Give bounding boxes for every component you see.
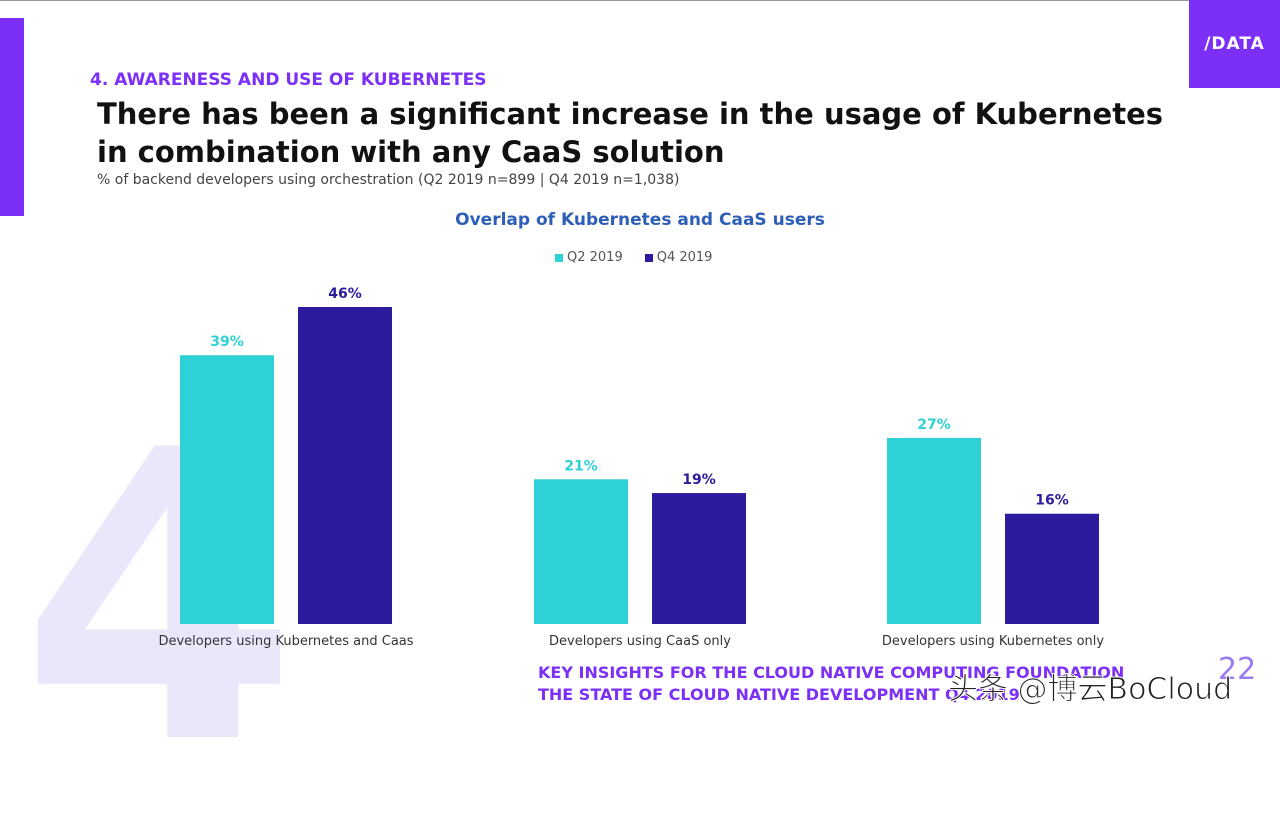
logo: /DATA <box>1189 0 1280 88</box>
accent-bar <box>0 18 24 216</box>
bar-q2-1 <box>534 479 628 624</box>
category-label-2: Developers using Kubernetes only <box>882 634 1105 649</box>
category-label-1: Developers using CaaS only <box>549 634 731 649</box>
footer: KEY INSIGHTS FOR THE CLOUD NATIVE COMPUT… <box>538 662 1124 706</box>
page-number: 22 <box>1218 652 1257 687</box>
legend-item-q4: Q4 2019 <box>644 250 713 265</box>
data-label-q4-0: 46% <box>328 286 362 302</box>
bar-q2-0 <box>180 355 274 624</box>
chart-legend: Q2 2019 Q4 2019 <box>555 250 712 265</box>
bar-q4-2 <box>1005 513 1099 624</box>
data-label-q2-1: 21% <box>564 458 598 474</box>
watermark: 头条 @博云BoCloud <box>947 672 1233 708</box>
legend-swatch-q2 <box>555 253 563 262</box>
chart-title: Overlap of Kubernetes and CaaS users <box>455 210 825 230</box>
data-label-q2-0: 39% <box>210 334 244 350</box>
bar-chart: 39% 46% Developers using Kubernetes and Ca… <box>158 286 1105 649</box>
page-title: There has been a significant increase in… <box>97 97 1164 169</box>
data-label-q4-2: 16% <box>1035 493 1069 509</box>
data-label-q2-2: 27% <box>917 417 951 433</box>
legend-item-q2: Q2 2019 <box>555 250 623 265</box>
legend-label-q4: Q4 2019 <box>656 250 713 265</box>
footer-line-2: THE STATE OF CLOUD NATIVE DEVELOPMENT Q4… <box>538 685 1020 704</box>
subtitle: % of backend developers using orchestrat… <box>97 172 680 188</box>
legend-swatch-q4 <box>644 253 653 262</box>
data-label-q4-1: 19% <box>682 472 716 488</box>
frame-border <box>0 0 1280 1</box>
category-label-0: Developers using Kubernetes and Caas <box>158 634 413 649</box>
legend-label-q2: Q2 2019 <box>567 250 623 265</box>
section-label: 4. AWARENESS AND USE OF KUBERNETES <box>90 70 487 90</box>
bar-q4-0 <box>298 307 392 624</box>
bar-q4-1 <box>652 493 746 624</box>
bar-q2-2 <box>887 437 981 624</box>
footer-line-1: KEY INSIGHTS FOR THE CLOUD NATIVE COMPUT… <box>538 663 1125 682</box>
